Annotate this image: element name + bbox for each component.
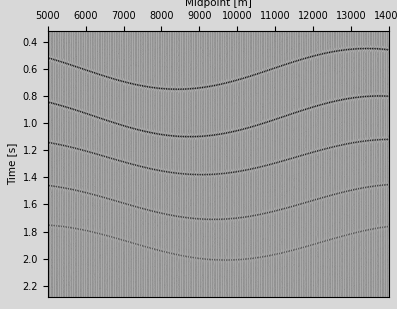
Y-axis label: Time [s]: Time [s] [7,142,17,185]
X-axis label: Midpoint [m]: Midpoint [m] [185,0,252,8]
